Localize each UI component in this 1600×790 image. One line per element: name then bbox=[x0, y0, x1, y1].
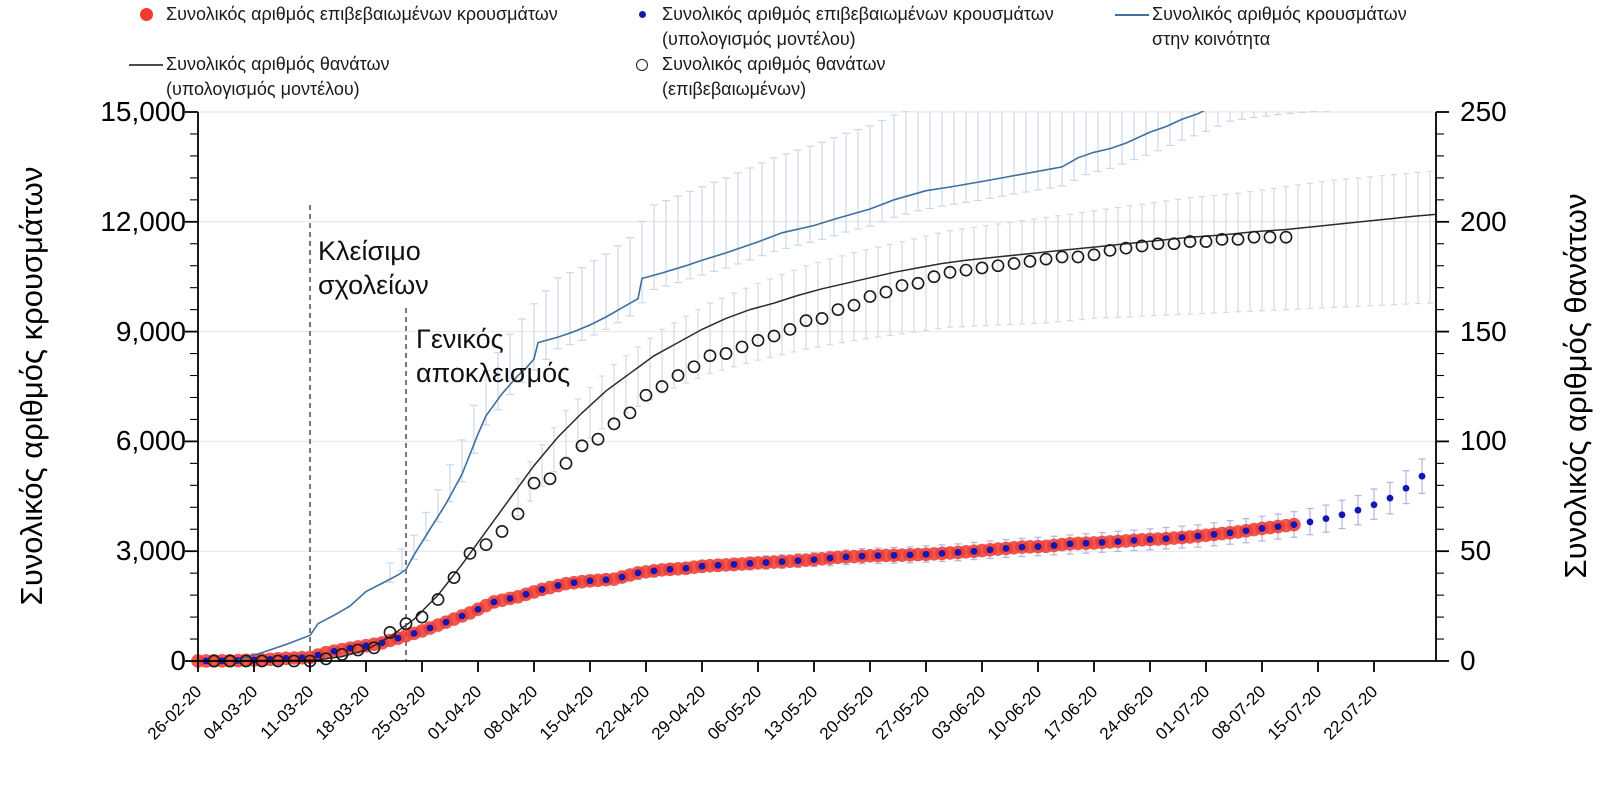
left-tick-label: 3,000 bbox=[115, 535, 186, 567]
legend-entry-model-cases: Συνολικός αριθμός επιβεβαιωμένων κρουσμά… bbox=[622, 2, 1054, 52]
left-tick-label: 6,000 bbox=[115, 425, 186, 457]
annotation-lockdown: Γενικός αποκλεισμός bbox=[416, 322, 570, 390]
legend-label: Συνολικός αριθμός θανάτων (υπολογισμός μο… bbox=[166, 54, 390, 99]
legend-label: Συνολικός αριθμός κρουσμάτων στην κοινότη… bbox=[1152, 4, 1407, 49]
right-tick-label: 200 bbox=[1460, 205, 1507, 237]
left-axis-title: Συνολικός αριθμός κρουσμάτων bbox=[14, 166, 49, 606]
right-tick-label: 250 bbox=[1460, 96, 1507, 127]
model-cases-legend-marker-icon bbox=[622, 2, 662, 27]
legend-label: Συνολικός αριθμός επιβεβαιωμένων κρουσμά… bbox=[166, 4, 558, 24]
left-tick-label: 0 bbox=[170, 645, 186, 676]
confirmed-cases-legend-marker-icon bbox=[126, 2, 166, 27]
annotation-line: Γενικός bbox=[416, 324, 504, 354]
right-tick-label: 50 bbox=[1460, 535, 1492, 567]
legend-label: Συνολικός αριθμός θανάτων (επιβεβαιωμένων… bbox=[662, 54, 886, 99]
annotation-line: αποκλεισμός bbox=[416, 358, 571, 388]
right-tick-label: 150 bbox=[1460, 315, 1507, 347]
left-tick-label: 9,000 bbox=[115, 315, 186, 347]
legend-label: Συνολικός αριθμός επιβεβαιωμένων κρουσμά… bbox=[662, 4, 1054, 49]
series-deaths-model-ci bbox=[515, 170, 1433, 517]
right-axis-title: Συνολικός αριθμός θανάτων bbox=[1558, 193, 1593, 579]
series-model-cases-ci bbox=[474, 458, 1426, 613]
left-tick-label: 12,000 bbox=[100, 205, 186, 237]
legend-entry-community-cases: Συνολικός αριθμός κρουσμάτων στην κοινότη… bbox=[1112, 2, 1407, 52]
legend-entry-deaths-model: Συνολικός αριθμός θανάτων (υπολογισμός μο… bbox=[126, 52, 390, 102]
series-deaths-model-line bbox=[213, 213, 1437, 662]
right-tick-label: 100 bbox=[1460, 425, 1507, 457]
annotation-line: σχολείων bbox=[318, 270, 429, 300]
series-community-cases-line bbox=[237, 111, 1205, 661]
community-cases-legend-marker-icon bbox=[1112, 2, 1152, 27]
series-model-cases bbox=[202, 472, 1426, 665]
deaths-model-legend-marker-icon bbox=[126, 52, 166, 77]
legend-entry-confirmed-cases: Συνολικός αριθμός επιβεβαιωμένων κρουσμά… bbox=[126, 2, 558, 27]
annotation-line: Κλείσιμο bbox=[318, 236, 421, 266]
deaths-confirmed-legend-marker-icon bbox=[622, 52, 662, 77]
right-tick-label: 0 bbox=[1460, 645, 1476, 676]
legend-entry-deaths-confirmed: Συνολικός αριθμός θανάτων (επιβεβαιωμένων… bbox=[622, 52, 886, 102]
gridlines bbox=[198, 111, 1436, 552]
axes bbox=[185, 111, 1449, 672]
left-tick-label: 15,000 bbox=[100, 96, 186, 127]
annotation-lines bbox=[309, 205, 407, 661]
annotation-school-closure: Κλείσιμο σχολείων bbox=[318, 234, 429, 302]
